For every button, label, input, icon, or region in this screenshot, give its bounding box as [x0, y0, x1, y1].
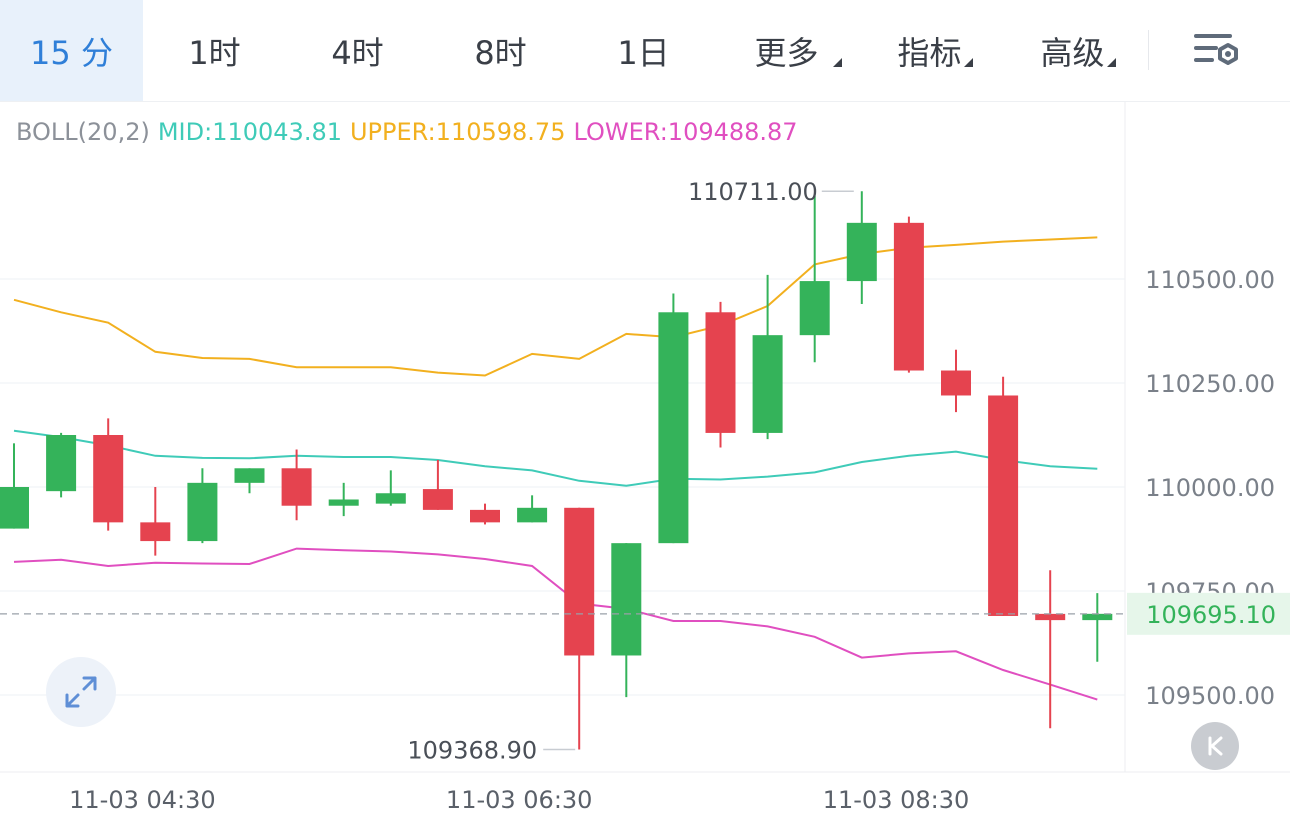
candle-body-up — [0, 487, 29, 529]
price-marks: 109695.10 110711.00 109368.90 — [0, 178, 1290, 765]
boll-upper-line — [13, 236, 1098, 377]
y-tick-label: 110000.00 — [1145, 474, 1275, 502]
candle-body-up — [611, 543, 642, 656]
max-price-label: 110711.00 — [688, 178, 818, 206]
tab-indicators-label: 指标 — [897, 33, 962, 72]
scroll-to-latest-button[interactable] — [1191, 722, 1239, 770]
tab-15min[interactable]: 15 分 — [0, 0, 143, 101]
candle-body-down — [470, 509, 500, 523]
x-tick-label: 11-03 08:30 — [823, 786, 970, 814]
tab-more-dropdown[interactable]: 更多 — [715, 0, 858, 101]
expand-arrows-icon — [65, 676, 97, 708]
boll-indicator-name: BOLL(20,2) — [16, 118, 150, 146]
fullscreen-button[interactable] — [46, 657, 116, 727]
x-tick-label: 11-03 04:30 — [69, 786, 216, 814]
y-tick-label: 110250.00 — [1145, 370, 1275, 398]
boll-bands — [13, 236, 1098, 701]
tab-advanced-dropdown[interactable]: 高级 — [1001, 0, 1144, 101]
tab-1d-label: 1日 — [617, 33, 670, 72]
boll-mid-value: MID:110043.81 — [157, 118, 342, 146]
y-tick-label: 109500.00 — [1145, 682, 1275, 710]
boll-mid-line — [13, 429, 1098, 487]
k-line-icon — [1208, 736, 1223, 756]
candle-body-down — [93, 435, 124, 523]
last-price-label: 109695.10 — [1146, 601, 1276, 629]
y-tick-label: 110500.00 — [1145, 266, 1275, 294]
last-price-tag — [1127, 592, 1290, 635]
candle-body-up — [187, 482, 218, 542]
candle-body-down — [1035, 613, 1066, 621]
tab-8h[interactable]: 8时 — [429, 0, 572, 101]
candle-body-up — [799, 281, 830, 336]
candlestick-chart: 110500.00110250.00110000.00109750.001095… — [0, 102, 1290, 814]
tab-1h-label: 1时 — [188, 33, 241, 72]
tab-more-label: 更多 — [754, 33, 819, 72]
candle-body-down — [893, 222, 924, 371]
tab-1h[interactable]: 1时 — [143, 0, 286, 101]
tab-indicators-dropdown[interactable]: 指标 — [858, 0, 1001, 101]
candle-body-up — [1082, 613, 1113, 621]
candle-body-up — [328, 499, 359, 506]
candle-body-up — [375, 493, 406, 504]
candle-body-down — [564, 507, 595, 656]
tab-divider — [1148, 30, 1149, 70]
boll-lower-line — [13, 547, 1098, 701]
chart-grid — [0, 102, 1290, 773]
candle-body-down — [941, 370, 971, 396]
tab-4h-label: 4时 — [331, 33, 384, 72]
min-price-label: 109368.90 — [407, 737, 537, 765]
boll-upper-value: UPPER:110598.75 — [349, 118, 566, 146]
tab-4h[interactable]: 4时 — [286, 0, 429, 101]
dropdown-caret-icon — [964, 58, 973, 67]
chart-settings-icon — [1194, 34, 1238, 65]
boll-lower-value: LOWER:109488.87 — [573, 118, 798, 146]
candle-body-up — [517, 507, 548, 523]
candle-body-down — [140, 522, 171, 542]
tab-8h-label: 8时 — [474, 33, 527, 72]
timeframe-tab-bar: 15 分 1时 4时 8时 1日 更多 指标 高级 — [0, 0, 1290, 102]
dropdown-caret-icon — [833, 58, 842, 67]
boll-legend: BOLL(20,2) MID:110043.81 UPPER:110598.75 LO… — [16, 118, 806, 146]
candle-body-up — [658, 312, 689, 544]
y-axis: 110500.00110250.00110000.00109750.001095… — [1145, 266, 1275, 710]
tab-15min-label: 15 分 — [30, 33, 113, 72]
dropdown-caret-icon — [1107, 58, 1116, 67]
candle-body-up — [46, 435, 77, 492]
tab-advanced-label: 高级 — [1040, 33, 1105, 72]
x-axis: 11-03 04:30 11-03 06:30 11-03 08:30 — [69, 786, 969, 814]
candle-body-down — [988, 395, 1019, 616]
candles — [0, 191, 1113, 750]
candle-body-up — [234, 468, 265, 483]
candle-body-up — [752, 335, 783, 433]
chart-settings-button[interactable] — [1190, 28, 1242, 74]
candle-body-down — [422, 489, 453, 510]
candle-body-up — [846, 222, 877, 282]
candle-body-down — [281, 468, 312, 506]
tab-1d[interactable]: 1日 — [572, 0, 715, 101]
candle-body-down — [705, 312, 736, 433]
x-tick-label: 11-03 06:30 — [446, 786, 593, 814]
